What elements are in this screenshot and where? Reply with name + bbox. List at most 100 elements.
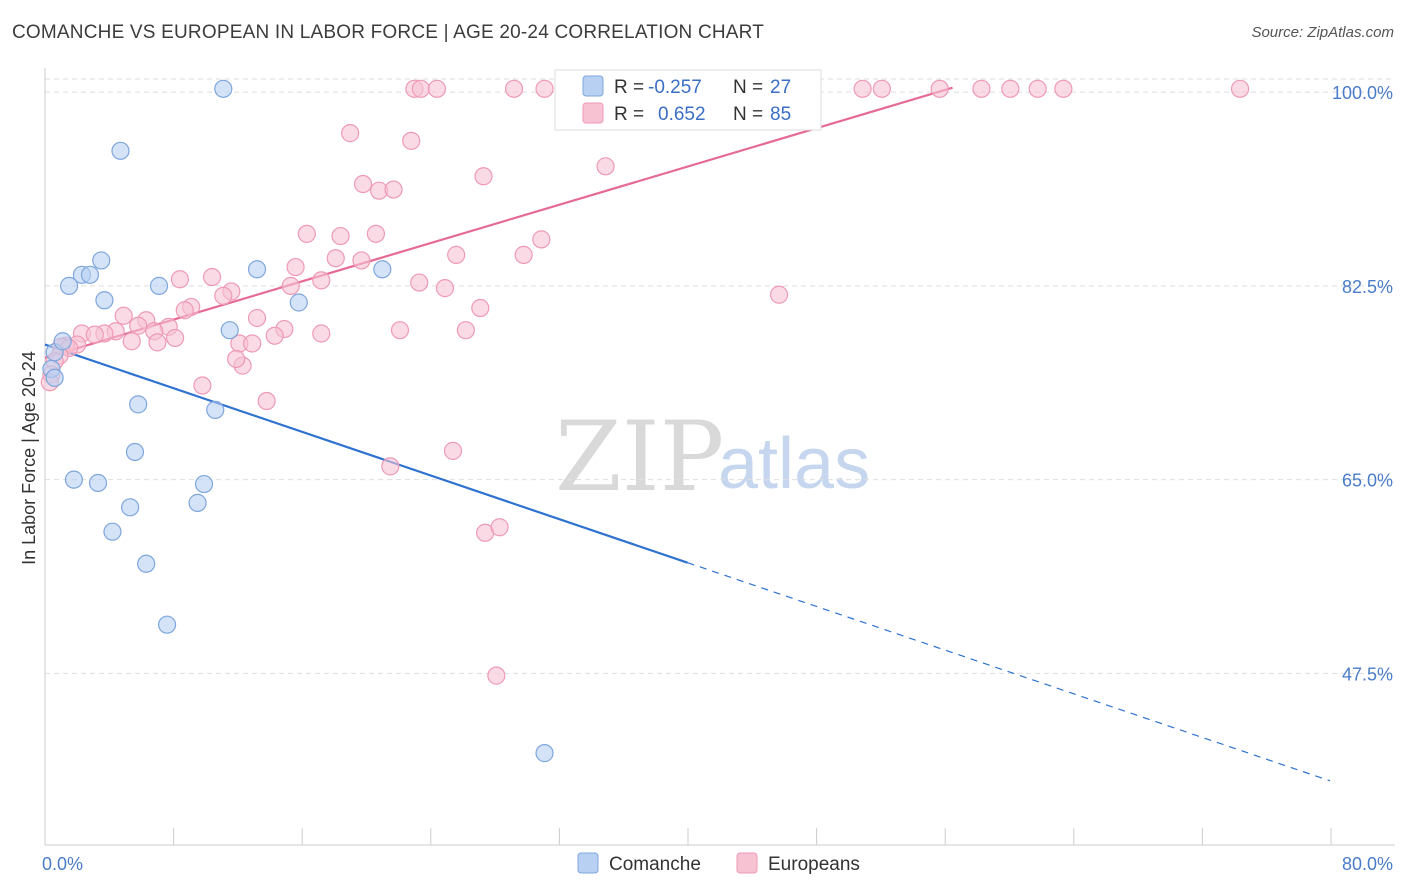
europeans-point — [353, 174, 373, 194]
y-axis-label: In Labor Force | Age 20-24 — [19, 351, 39, 565]
europeans-point — [202, 267, 222, 287]
comanche-point — [64, 470, 84, 489]
europeans-point — [312, 271, 331, 290]
x-tick-label: 0.0% — [42, 854, 83, 874]
europeans-point — [872, 79, 891, 98]
comanche-point — [45, 368, 64, 387]
europeans-point — [535, 79, 554, 98]
europeans-point — [447, 245, 466, 264]
europeans-point — [456, 321, 475, 340]
europeans-point — [596, 157, 615, 176]
gridlines — [45, 78, 1395, 674]
comanche-point — [157, 615, 177, 634]
legend-r-label: R = — [614, 77, 644, 98]
europeans-point — [487, 666, 506, 685]
europeans-point — [312, 324, 331, 343]
comanche-point — [53, 332, 72, 351]
y-tick-label: 65.0% — [1342, 471, 1393, 491]
bottom-legend: Comanche Europeans — [577, 852, 860, 875]
europeans-point — [930, 79, 949, 98]
europeans-point — [114, 306, 133, 325]
x-tick-label: 80.0% — [1342, 854, 1393, 874]
europeans-point — [148, 333, 167, 352]
europeans-point — [352, 251, 371, 270]
europeans-point — [166, 328, 185, 348]
europeans-point — [326, 249, 345, 268]
watermark-atlas: atlas — [718, 424, 870, 504]
europeans-point — [331, 226, 350, 246]
europeans-point — [366, 224, 385, 243]
legend-r-value-comanche: -0.257 — [648, 77, 702, 98]
bottom-legend-swatch-europeans — [736, 852, 758, 874]
comanche-point — [92, 251, 111, 270]
europeans-point — [853, 79, 872, 98]
comanche-point — [129, 395, 148, 414]
comanche-trend-line-extrapolated — [687, 562, 1331, 782]
comanche-point — [121, 498, 140, 517]
bottom-legend-swatch-comanche — [577, 852, 599, 874]
comanche-point — [289, 293, 308, 312]
y-tick-label: 82.5% — [1342, 277, 1393, 297]
comanche-point — [111, 141, 130, 160]
europeans-point — [504, 79, 524, 98]
europeans-point — [193, 376, 212, 395]
europeans-point — [227, 349, 246, 369]
europeans-point — [435, 279, 455, 298]
europeans-point — [122, 332, 141, 351]
legend-n-value-comanche: 27 — [770, 77, 791, 98]
bottom-legend-label-comanche: Comanche — [609, 854, 701, 875]
axes — [44, 68, 1395, 846]
comanche-point — [80, 265, 100, 284]
comanche-point — [137, 554, 156, 573]
europeans-point — [129, 316, 148, 335]
europeans-point — [243, 334, 262, 353]
europeans-point — [474, 167, 493, 186]
chart-source: Source: ZipAtlas.com — [1251, 24, 1394, 41]
bottom-legend-label-europeans: Europeans — [768, 854, 860, 875]
europeans-point — [411, 79, 430, 98]
europeans-point — [85, 325, 104, 344]
comanche-point — [188, 493, 207, 512]
europeans-point — [381, 457, 400, 476]
comanche-point — [103, 522, 122, 541]
europeans-point — [1230, 79, 1250, 98]
legend-swatch-europeans — [582, 102, 604, 124]
comanche-point — [149, 276, 169, 295]
europeans-point — [281, 276, 300, 295]
legend-r-value-europeans: 0.652 — [658, 104, 706, 125]
chart-title: COMANCHE VS EUROPEAN IN LABOR FORCE | AG… — [12, 22, 765, 43]
comanche-point — [535, 744, 554, 763]
legend-swatch-comanche — [582, 75, 604, 97]
europeans-point — [1001, 79, 1020, 98]
europeans-point — [297, 224, 316, 243]
europeans-point — [170, 270, 190, 289]
europeans-point — [410, 273, 429, 292]
europeans-point — [471, 298, 490, 318]
europeans-point — [443, 441, 463, 460]
comanche-point — [220, 321, 239, 340]
legend-n-value-europeans: 85 — [770, 104, 791, 125]
europeans-point — [769, 285, 789, 304]
comanche-point — [214, 79, 233, 98]
europeans-point — [214, 286, 233, 305]
comanche-point — [194, 474, 214, 494]
legend-r-label: R = — [614, 104, 644, 125]
legend-n-label: N = — [733, 77, 763, 98]
europeans-point — [175, 301, 194, 320]
europeans-point — [427, 79, 447, 98]
europeans-point — [490, 518, 509, 537]
y-tick-label: 47.5% — [1342, 664, 1393, 684]
data-points — [40, 79, 1250, 763]
europeans-point — [265, 326, 284, 345]
comanche-point — [247, 260, 267, 279]
comanche-trend-line — [44, 343, 688, 564]
europeans-point — [402, 131, 421, 150]
watermark-zip: ZIP — [555, 401, 724, 513]
europeans-point — [1054, 79, 1073, 98]
legend-n-label: N = — [733, 104, 763, 125]
europeans-point — [532, 230, 551, 249]
comanche-point — [88, 473, 108, 493]
europeans-point — [341, 124, 360, 143]
tick-labels: 100.0% 82.5% 65.0% 47.5% 0.0% 80.0% — [42, 83, 1393, 874]
